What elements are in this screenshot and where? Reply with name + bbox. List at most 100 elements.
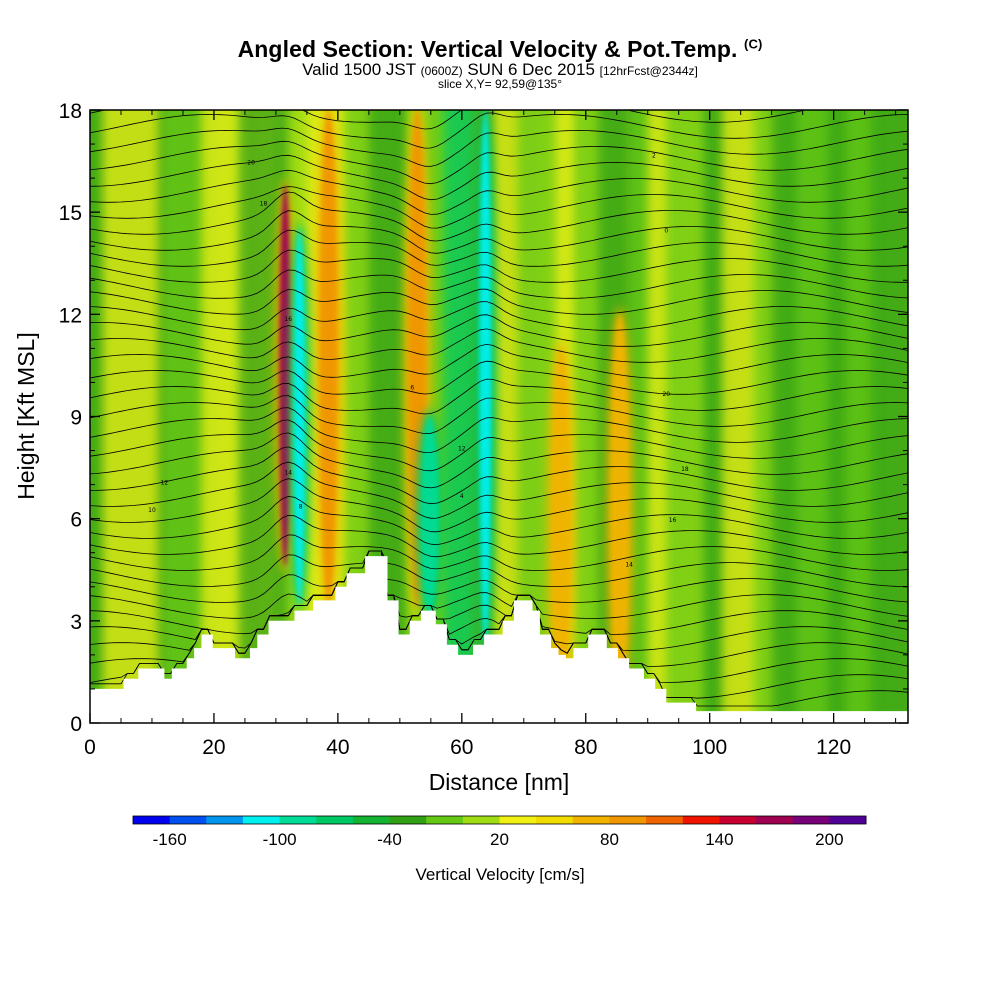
colorbar-swatch bbox=[462, 816, 500, 824]
isentrope-label: 0 bbox=[664, 228, 668, 235]
colorbar-tick-label: -100 bbox=[263, 830, 297, 849]
isentrope-line bbox=[90, 419, 908, 472]
y-tick-label: 15 bbox=[59, 202, 82, 225]
isentrope-label: 8 bbox=[299, 503, 303, 510]
isentrope-line bbox=[90, 550, 908, 587]
isentrope-label: 12 bbox=[161, 480, 169, 487]
colorbar-swatch bbox=[646, 816, 684, 824]
isentrope-label: 20 bbox=[662, 391, 670, 398]
isentrope-line bbox=[90, 314, 908, 347]
x-tick-label: 20 bbox=[202, 736, 225, 759]
colorbar-swatch bbox=[536, 816, 574, 824]
colorbar-swatch bbox=[206, 816, 244, 824]
isentrope-line bbox=[90, 154, 908, 201]
colorbar-tick-label: -160 bbox=[153, 830, 187, 849]
colorbar-frame bbox=[132, 815, 867, 825]
isentrope-line bbox=[90, 210, 908, 254]
isentrope-line bbox=[90, 127, 908, 167]
isentrope-label: 12 bbox=[458, 446, 466, 453]
isentrope-label: 16 bbox=[669, 517, 677, 524]
colorbar-swatch bbox=[829, 816, 867, 824]
x-axis-label: Distance [nm] bbox=[429, 769, 570, 795]
isentrope-line bbox=[90, 343, 908, 379]
x-tick-label: 120 bbox=[816, 736, 851, 759]
isentrope-label: 4 bbox=[460, 493, 464, 500]
updraft-core bbox=[551, 348, 570, 703]
forecast-tag: [12hrFcst@2344z] bbox=[599, 64, 698, 78]
colorbar-tick-label: 20 bbox=[490, 830, 509, 849]
downdraft-core bbox=[293, 229, 306, 604]
colorbar-swatch bbox=[682, 816, 720, 824]
title-tag: (C) bbox=[744, 36, 763, 52]
colorbar-swatch bbox=[316, 816, 354, 824]
y-tick-label: 0 bbox=[70, 713, 82, 736]
vertical-velocity-field bbox=[90, 110, 908, 723]
valid-utc: (0600Z) bbox=[420, 64, 463, 78]
isentrope-line bbox=[90, 378, 908, 415]
isentrope-line bbox=[90, 446, 908, 505]
colorbar-swatch bbox=[719, 816, 757, 824]
isentrope-line bbox=[90, 110, 808, 130]
y-tick-label: 12 bbox=[59, 304, 82, 327]
colorbar-swatch bbox=[792, 816, 830, 824]
isentrope-line bbox=[90, 495, 908, 546]
colorbar-swatch bbox=[133, 816, 171, 824]
valid-time-line: Valid 1500 JST (0600Z) SUN 6 Dec 2015 [1… bbox=[0, 60, 1000, 80]
isentrope-line bbox=[90, 550, 908, 635]
colorbar-tick-label: 80 bbox=[600, 830, 619, 849]
isentrope-label: 14 bbox=[284, 469, 292, 476]
colorbar-swatch bbox=[169, 816, 207, 824]
isentrope-line bbox=[90, 461, 908, 519]
isentrope-line bbox=[90, 288, 908, 315]
isentrope-label: 14 bbox=[625, 561, 633, 568]
y-tick-label: 3 bbox=[70, 611, 82, 634]
colorbar-tick-label: 140 bbox=[705, 830, 733, 849]
y-tick-label: 18 bbox=[59, 100, 82, 123]
colorbar: -160 -100 -40 20 80 140 200 bbox=[132, 815, 867, 849]
isentrope-line bbox=[90, 229, 908, 267]
isentrope-label: 18 bbox=[681, 466, 689, 473]
isentrope-line bbox=[90, 169, 908, 215]
colorbar-tick-label: 200 bbox=[815, 830, 843, 849]
isentrope-line bbox=[90, 249, 908, 283]
isentrope-label: 16 bbox=[284, 316, 292, 323]
isentrope-label: 20 bbox=[247, 159, 255, 166]
isentrope-line bbox=[90, 534, 908, 571]
colorbar-tick-label: -40 bbox=[377, 830, 402, 849]
valid-date: SUN 6 Dec 2015 bbox=[467, 60, 595, 79]
terrain-mask bbox=[90, 556, 908, 723]
downdraft-core bbox=[420, 416, 439, 615]
isentrope-line bbox=[90, 432, 908, 489]
valid-prefix: Valid 1500 JST bbox=[302, 60, 416, 79]
x-tick-label: 40 bbox=[326, 736, 349, 759]
colorbar-swatch bbox=[572, 816, 610, 824]
isentrope-line bbox=[90, 550, 908, 619]
colorbar-swatch bbox=[279, 816, 317, 824]
updraft-core bbox=[319, 110, 338, 604]
isentrope-line bbox=[90, 269, 908, 299]
x-tick-label: 80 bbox=[574, 736, 597, 759]
isentrope-line bbox=[90, 478, 908, 533]
isentrope-line bbox=[90, 514, 908, 558]
field-streak bbox=[870, 110, 908, 723]
isentrope-line bbox=[90, 395, 908, 435]
chart-title: Angled Section: Vertical Velocity & Pot.… bbox=[0, 36, 1000, 63]
updraft-core bbox=[279, 184, 292, 567]
isentrope-line bbox=[90, 140, 908, 185]
isentrope-label: 2 bbox=[652, 153, 656, 160]
colorbar-swatch bbox=[756, 816, 794, 824]
downdraft-core bbox=[479, 110, 492, 645]
isentrope-line bbox=[90, 301, 908, 331]
isentrope-label: 18 bbox=[260, 200, 268, 207]
chart-title-text: Angled Section: Vertical Velocity & Pot.… bbox=[237, 36, 738, 62]
y-tick-label: 9 bbox=[70, 407, 82, 430]
isentrope-line bbox=[90, 191, 908, 242]
colorbar-swatch bbox=[499, 816, 537, 824]
x-tick-label: 0 bbox=[84, 736, 96, 759]
isentrope-line bbox=[90, 550, 908, 603]
isentrope-line bbox=[90, 407, 908, 454]
